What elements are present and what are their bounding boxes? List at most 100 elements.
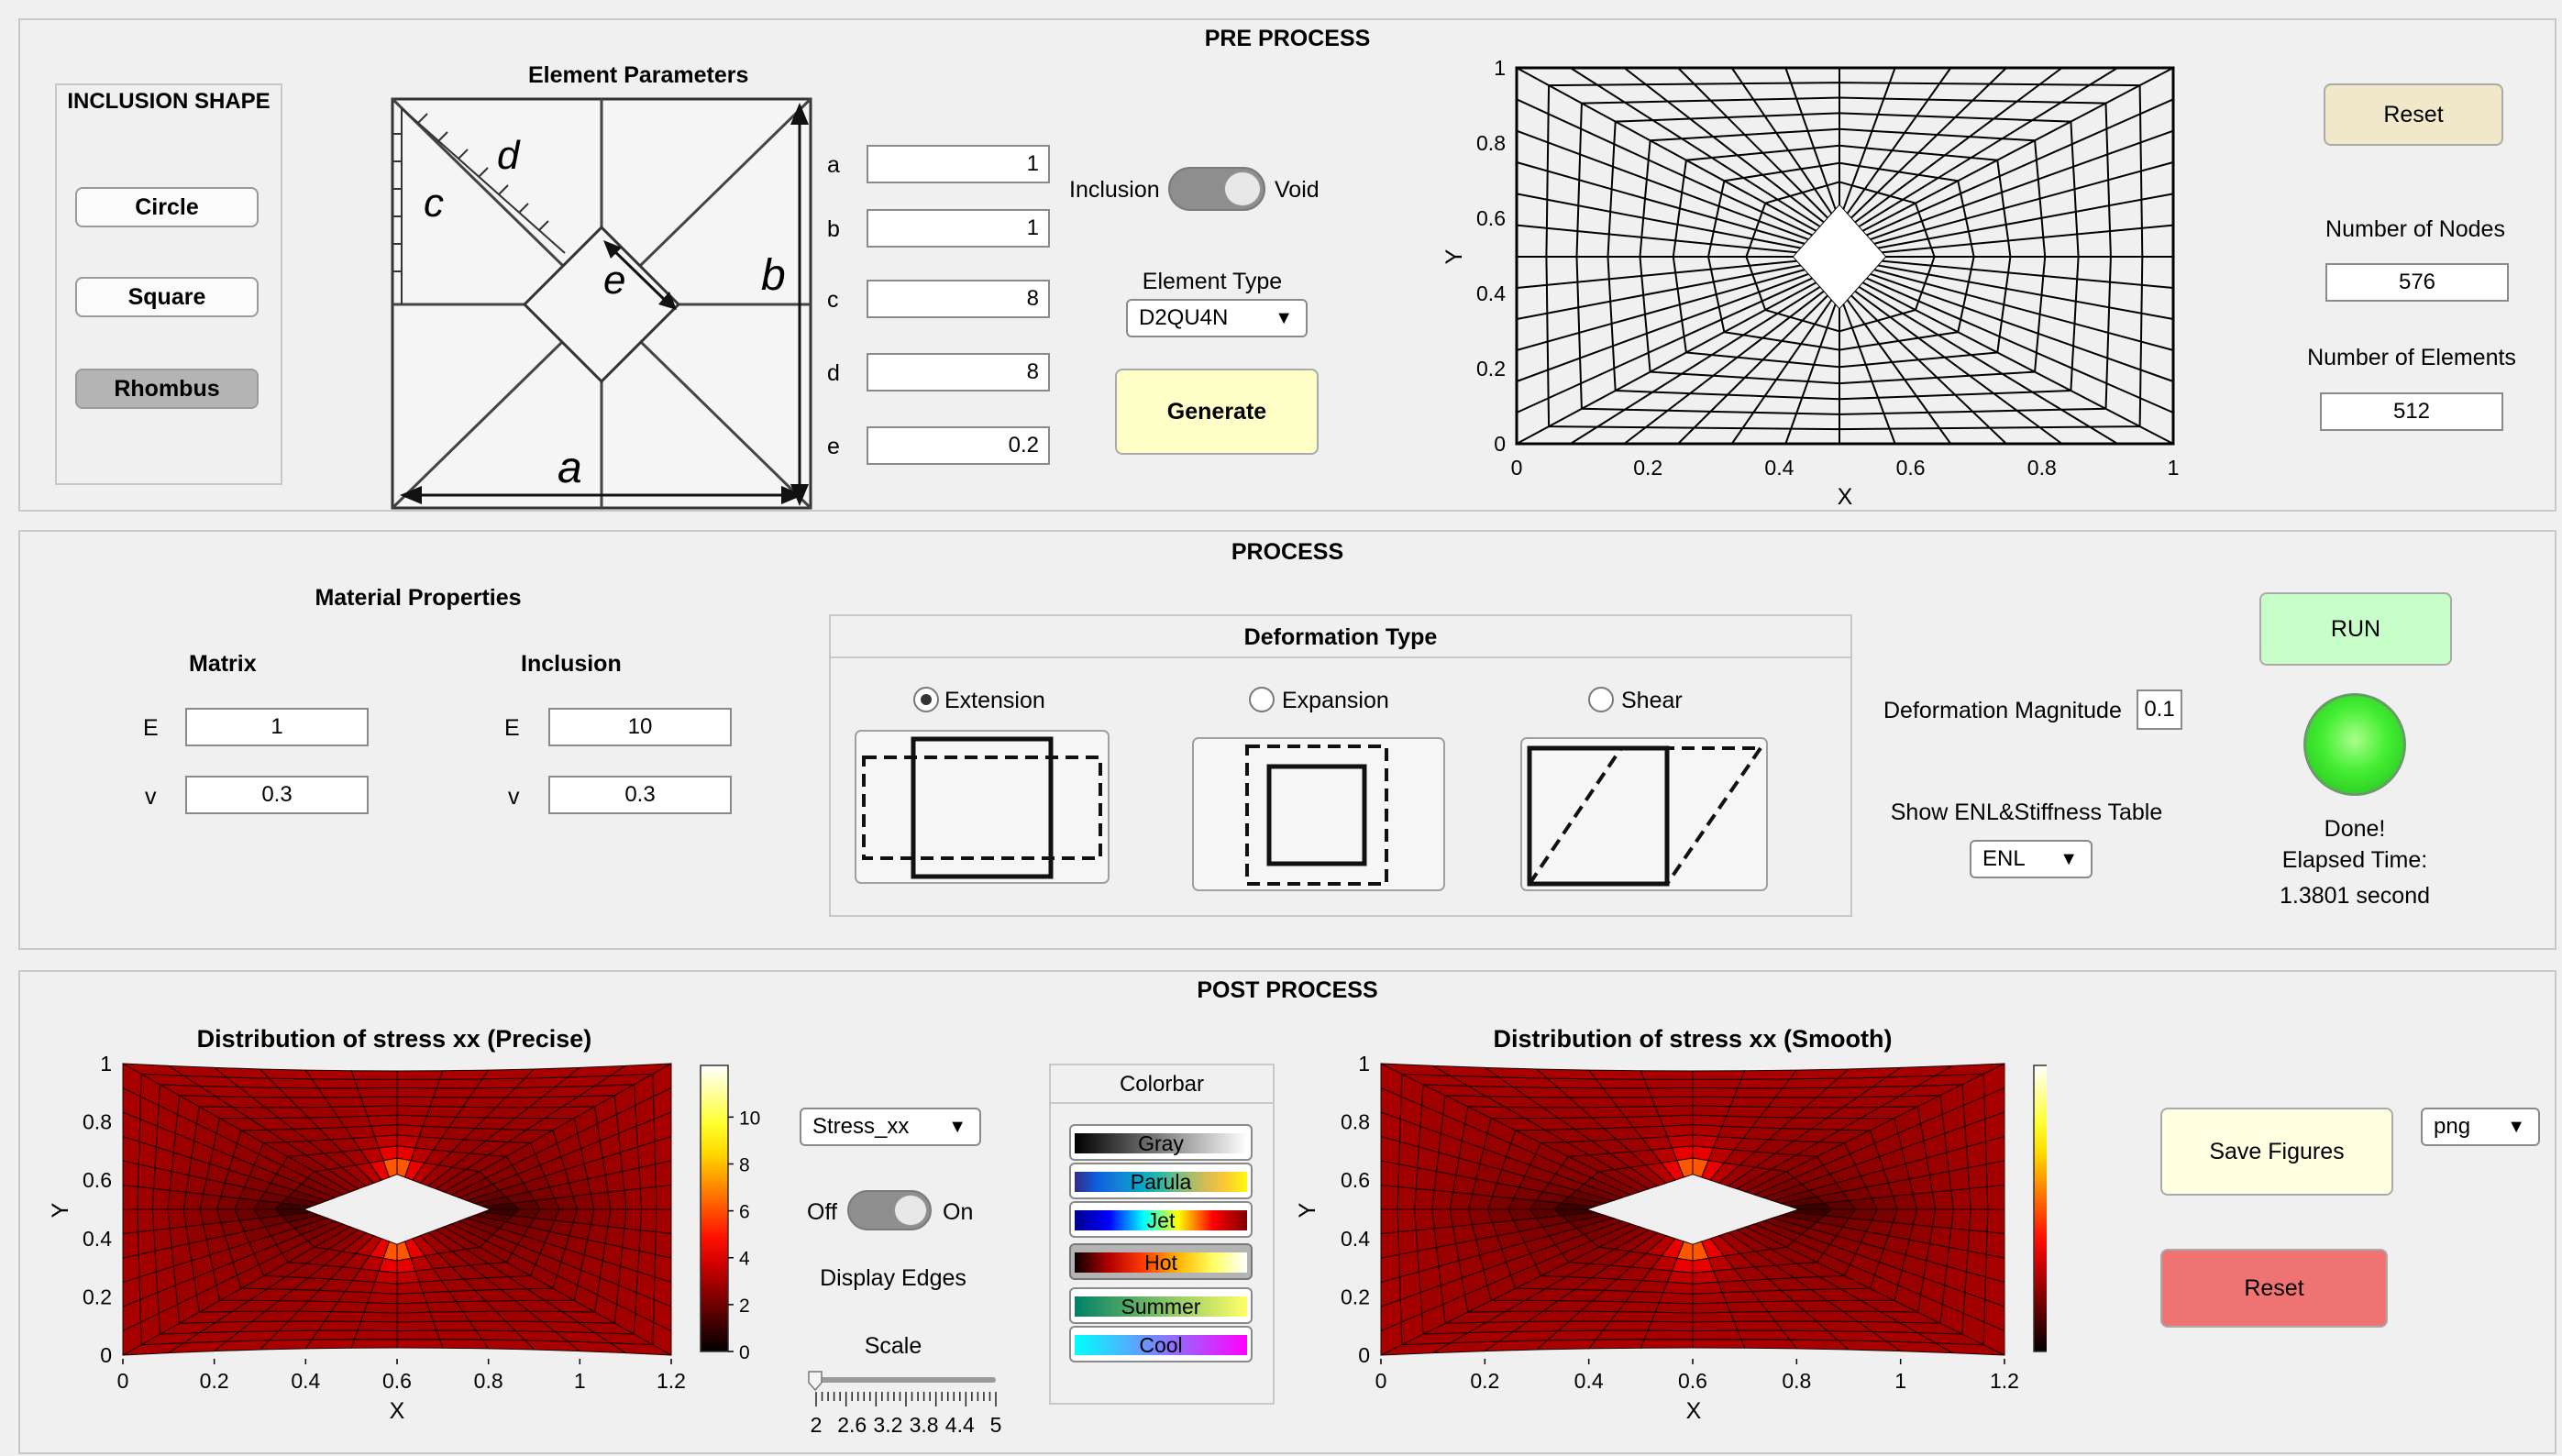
stress-plot-smooth-title: Distribution of stress xx (Smooth) — [1493, 1027, 1892, 1053]
colormap-parula-button[interactable]: Parula — [1069, 1163, 1253, 1199]
element-type-value: D2QU4N — [1139, 305, 1229, 330]
mesh-x-tick: 0.8 — [2027, 456, 2057, 480]
post-reset-button[interactable]: Reset — [2160, 1249, 2388, 1328]
stress-plot-x-label: X — [390, 1398, 405, 1424]
stress-y-tick: 0.2 — [83, 1285, 112, 1308]
edges-off-label: Off — [807, 1199, 837, 1225]
element-type-dropdown[interactable]: D2QU4N ▼ — [1126, 299, 1308, 337]
inclusion-toggle-label: Inclusion — [1069, 177, 1160, 203]
stress-surface — [1380, 1063, 2005, 1356]
param-d-input[interactable]: 8 — [867, 353, 1050, 392]
param-a-input[interactable]: 1 — [867, 145, 1050, 183]
deformation-magnitude-label: Deformation Magnitude — [1883, 698, 2122, 723]
param-c-input[interactable]: 8 — [867, 280, 1050, 318]
stress-x-tick: 0.2 — [200, 1369, 229, 1393]
inclusion-void-toggle[interactable] — [1168, 167, 1265, 211]
square-button[interactable]: Square — [75, 277, 259, 317]
deformation-type-title: Deformation Type — [831, 618, 1850, 658]
stress-plot-precise-title: Distribution of stress xx (Precise) — [197, 1027, 592, 1053]
shear-radio[interactable] — [1588, 687, 1614, 712]
scale-label: Scale — [864, 1333, 922, 1359]
inclusion-v-input[interactable]: 0.3 — [548, 776, 732, 814]
inclusion-shape-group: INCLUSION SHAPE — [55, 83, 282, 485]
deformation-magnitude-input[interactable]: 0.1 — [2137, 689, 2182, 730]
inclusion-shape-title: INCLUSION SHAPE — [67, 89, 271, 114]
param-b-input[interactable]: 1 — [867, 209, 1050, 248]
void-toggle-label: Void — [1275, 177, 1320, 203]
stress-plot-smooth: Distribution of stress xx (Smooth) 0 0.2 0… — [1295, 1027, 2047, 1424]
shear-icon[interactable] — [1520, 737, 1770, 893]
save-figures-button[interactable]: Save Figures — [2160, 1108, 2393, 1196]
stress-y-tick: 0.4 — [83, 1227, 112, 1251]
mesh-lines — [1516, 67, 2174, 445]
expansion-radio[interactable] — [1249, 687, 1275, 712]
enl-table-dropdown[interactable]: ENL ▼ — [1970, 840, 2093, 878]
matrix-label: Matrix — [189, 651, 257, 677]
figure-format-dropdown[interactable]: png ▼ — [2421, 1108, 2540, 1146]
run-button[interactable]: RUN — [2259, 592, 2452, 666]
stress-component-dropdown[interactable]: Stress_xx ▼ — [800, 1108, 981, 1146]
chevron-down-icon: ▼ — [948, 1116, 966, 1137]
stress-component-value: Stress_xx — [812, 1114, 910, 1139]
colorbar-tick: 10 — [739, 1108, 760, 1129]
deformation-type-group: Deformation Type — [829, 614, 1852, 917]
diagram-letter-c: c — [424, 181, 444, 226]
scale-slider-thumb[interactable] — [808, 1371, 823, 1392]
circle-button[interactable]: Circle — [75, 187, 259, 227]
figure-format-value: png — [2434, 1114, 2471, 1139]
mesh-x-tick: 1 — [2168, 456, 2180, 480]
colormap-summer-button[interactable]: Summer — [1069, 1287, 1253, 1324]
scale-slider[interactable]: 2 2.6 3.2 3.8 4.4 5 — [803, 1366, 1005, 1439]
mesh-x-tick: 0.6 — [1896, 456, 1926, 480]
stress-y-tick: 0.6 — [83, 1168, 112, 1192]
pre-reset-button[interactable]: Reset — [2324, 83, 2503, 146]
colorbar-tick: 0 — [739, 1342, 750, 1363]
colorbar-panel: Colorbar — [1049, 1064, 1275, 1405]
inclusion-E-label: E — [504, 715, 520, 741]
param-e-input[interactable]: 0.2 — [867, 426, 1050, 465]
inclusion-E-input[interactable]: 10 — [548, 708, 732, 746]
process-panel: PROCESS — [18, 530, 2556, 950]
chevron-down-icon: ▼ — [2507, 1116, 2525, 1137]
stress-plot-y-label: Y — [48, 1202, 73, 1218]
stress-x-tick: 0 — [117, 1369, 129, 1393]
element-type-label: Element Type — [1142, 269, 1283, 294]
status-done: Done! — [2324, 816, 2386, 842]
rhombus-button[interactable]: Rhombus — [75, 369, 259, 409]
mesh-y-ticks: 0 0.2 0.4 0.6 0.8 1 — [1476, 56, 1506, 456]
colormap-hot-button[interactable]: Hot — [1069, 1243, 1253, 1280]
param-e-label: e — [827, 434, 840, 459]
colorbar-tick: 8 — [739, 1154, 750, 1175]
matrix-v-input[interactable]: 0.3 — [185, 776, 369, 814]
stress-x-tick: 1 — [574, 1369, 586, 1393]
stress-x-tick: 0.6 — [382, 1369, 412, 1393]
colormap-gray-button[interactable]: Gray — [1069, 1124, 1253, 1161]
mesh-y-tick: 0.6 — [1476, 206, 1506, 230]
stress-y-tick: 1 — [1358, 1052, 1370, 1075]
stress-y-tick: 0.2 — [1341, 1285, 1370, 1308]
extension-radio[interactable] — [913, 687, 939, 712]
status-elapsed-value: 1.3801 second — [2279, 883, 2431, 909]
nodes-label: Number of Nodes — [2325, 216, 2505, 242]
stress-y-tick: 0.6 — [1341, 1168, 1370, 1192]
post-process-title: POST PROCESS — [1197, 977, 1378, 1003]
generate-button[interactable]: Generate — [1115, 369, 1319, 455]
scale-tick-label: 3.2 — [873, 1413, 902, 1437]
scale-tick-label: 4.4 — [945, 1413, 975, 1437]
display-edges-toggle[interactable] — [847, 1190, 932, 1230]
colormap-cool-button[interactable]: Cool — [1069, 1326, 1253, 1362]
matrix-E-input[interactable]: 1 — [185, 708, 369, 746]
scale-tick-label: 2.6 — [837, 1413, 867, 1437]
mesh-y-tick: 0.4 — [1476, 281, 1506, 305]
stress-x-tick: 0 — [1375, 1369, 1387, 1393]
expansion-icon[interactable] — [1192, 737, 1447, 893]
diagram-letter-e: e — [603, 258, 625, 303]
colormap-jet-button[interactable]: Jet — [1069, 1201, 1253, 1238]
enl-table-value: ENL — [1982, 846, 2026, 871]
colorbar-tick: 2 — [739, 1296, 750, 1317]
stress-y-tick: 0 — [100, 1343, 112, 1367]
stress-y-tick: 1 — [100, 1052, 112, 1075]
extension-icon[interactable] — [855, 730, 1111, 886]
edges-on-label: On — [943, 1199, 974, 1225]
colorbar-tick: 6 — [739, 1202, 750, 1223]
